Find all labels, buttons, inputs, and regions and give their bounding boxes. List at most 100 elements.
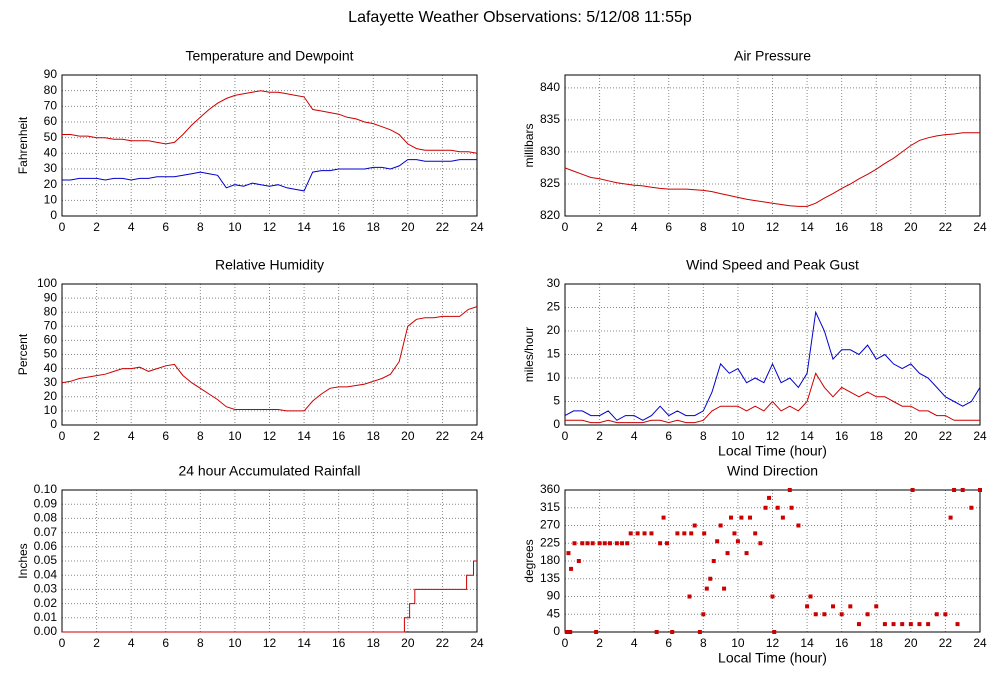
data-point xyxy=(758,541,763,546)
chart-panel: Relative Humidity01020304050607080901000… xyxy=(16,257,484,443)
plot-frame xyxy=(61,74,478,217)
x-tick-label: 6 xyxy=(162,636,169,650)
x-tick-label: 10 xyxy=(228,636,242,650)
x-tick-label: 20 xyxy=(401,220,415,234)
x-tick-label: 12 xyxy=(263,636,277,650)
data-point xyxy=(943,612,948,617)
data-point xyxy=(689,531,694,536)
x-tick-label: 24 xyxy=(470,220,484,234)
data-point xyxy=(670,630,675,634)
x-tick-label: 14 xyxy=(800,636,814,650)
x-tick-label: 22 xyxy=(436,429,450,443)
y-tick-label: 0 xyxy=(553,417,560,431)
plot-frame xyxy=(61,283,478,426)
x-tick-label: 12 xyxy=(766,429,780,443)
x-tick-label: 8 xyxy=(197,429,204,443)
data-point xyxy=(744,551,749,556)
y-tick-label: 25 xyxy=(547,300,561,314)
x-tick-label: 12 xyxy=(263,220,277,234)
data-point xyxy=(865,612,870,617)
y-tick-label: 840 xyxy=(540,80,560,94)
data-point xyxy=(952,488,957,492)
x-tick-label: 8 xyxy=(197,220,204,234)
y-tick-label: 30 xyxy=(44,375,58,389)
data-point xyxy=(692,523,697,528)
y-tick-label: 0.01 xyxy=(34,610,58,624)
y-axis-label: Inches xyxy=(16,543,30,578)
y-tick-label: 180 xyxy=(540,553,560,567)
x-tick-label: 22 xyxy=(939,429,953,443)
x-tick-label: 4 xyxy=(128,220,135,234)
data-point xyxy=(594,630,599,634)
data-point xyxy=(597,541,602,546)
data-point xyxy=(805,604,810,609)
y-tick-label: 835 xyxy=(540,112,560,126)
x-tick-label: 4 xyxy=(631,220,638,234)
x-tick-label: 4 xyxy=(631,429,638,443)
data-point xyxy=(702,531,707,536)
data-point xyxy=(635,531,640,536)
y-tick-label: 360 xyxy=(540,482,560,496)
x-tick-label: 20 xyxy=(904,636,918,650)
x-tick-label: 2 xyxy=(596,636,603,650)
chart-panel: 24 hour Accumulated Rainfall 0.000.010.02… xyxy=(16,463,484,650)
data-line xyxy=(565,372,980,424)
y-tick-label: 820 xyxy=(540,208,560,222)
y-tick-label: 20 xyxy=(44,177,58,191)
y-tick-label: 830 xyxy=(540,144,560,158)
y-tick-label: 0.02 xyxy=(34,596,58,610)
data-point xyxy=(848,604,853,609)
x-tick-label: 6 xyxy=(665,636,672,650)
y-tick-label: 15 xyxy=(547,347,561,361)
data-point xyxy=(772,630,777,634)
x-tick-label: 12 xyxy=(766,220,780,234)
y-tick-label: 0.03 xyxy=(34,582,58,596)
y-tick-label: 225 xyxy=(540,535,560,549)
x-tick-label: 8 xyxy=(700,429,707,443)
x-tick-label: 14 xyxy=(800,429,814,443)
y-tick-label: 40 xyxy=(44,146,58,160)
plot-frame xyxy=(564,74,981,217)
y-tick-label: 90 xyxy=(547,589,561,603)
data-point xyxy=(917,622,922,627)
x-tick-label: 14 xyxy=(297,429,311,443)
y-tick-label: 100 xyxy=(37,276,57,290)
y-tick-label: 70 xyxy=(44,318,58,332)
y-axis-label: millibars xyxy=(522,123,536,167)
x-tick-label: 22 xyxy=(436,636,450,650)
data-point xyxy=(934,612,939,617)
y-tick-label: 10 xyxy=(547,370,561,384)
data-point xyxy=(715,539,720,544)
data-point xyxy=(704,586,709,591)
data-point xyxy=(926,622,931,627)
y-tick-label: 270 xyxy=(540,518,560,532)
data-point xyxy=(687,594,692,599)
x-tick-label: 14 xyxy=(297,636,311,650)
y-axis-label: degrees xyxy=(522,539,536,582)
x-tick-label: 18 xyxy=(870,429,884,443)
x-tick-label: 22 xyxy=(939,636,953,650)
y-tick-label: 0.10 xyxy=(34,482,58,496)
data-point xyxy=(978,488,982,492)
x-axis-label: Local Time (hour) xyxy=(718,650,827,666)
y-tick-label: 60 xyxy=(44,114,58,128)
x-tick-label: 16 xyxy=(835,220,849,234)
data-point xyxy=(614,541,619,546)
y-tick-label: 0.00 xyxy=(34,624,58,638)
data-point xyxy=(654,630,659,634)
x-tick-label: 22 xyxy=(436,220,450,234)
y-tick-label: 0 xyxy=(50,208,57,222)
x-tick-label: 14 xyxy=(800,220,814,234)
data-point xyxy=(882,622,887,627)
x-tick-label: 10 xyxy=(731,429,745,443)
data-point xyxy=(661,515,666,520)
data-point xyxy=(735,539,740,544)
data-point xyxy=(789,505,794,510)
data-point xyxy=(948,515,953,520)
data-point xyxy=(969,505,974,510)
y-tick-label: 10 xyxy=(44,193,58,207)
data-point xyxy=(682,531,687,536)
y-tick-label: 0.04 xyxy=(34,567,58,581)
y-tick-label: 60 xyxy=(44,333,58,347)
